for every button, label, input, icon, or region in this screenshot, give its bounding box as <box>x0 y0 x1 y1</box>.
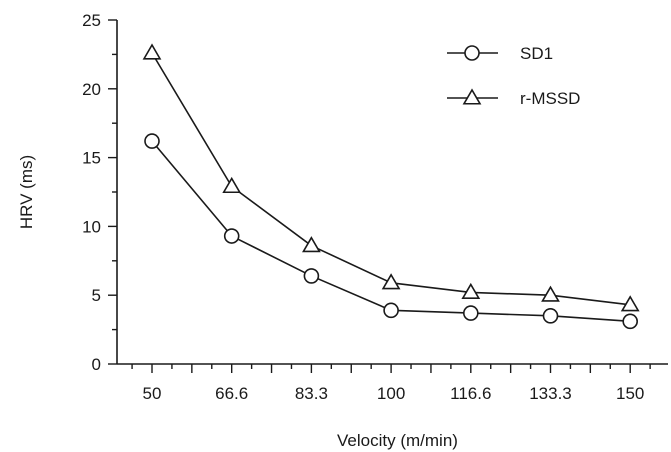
data-point-triangle <box>462 88 482 105</box>
legend: SD1 r-MSSD <box>447 44 580 108</box>
data-point-triangle <box>142 43 162 60</box>
legend-label: SD1 <box>520 44 553 63</box>
data-point-circle <box>144 133 160 149</box>
data-point-triangle <box>222 176 242 194</box>
legend-item: SD1 <box>447 44 553 63</box>
data-point-circle <box>542 308 559 324</box>
y-ticks: 0 5 10 15 20 25 <box>82 11 117 374</box>
x-tick-label: 83.3 <box>295 384 328 403</box>
x-tick-label: 66.6 <box>215 384 248 403</box>
y-tick-label: 25 <box>82 11 101 30</box>
legend-label: r-MSSD <box>520 89 580 108</box>
data-point-triangle <box>381 273 401 290</box>
data-point-triangle <box>620 295 640 312</box>
data-point-triangle <box>541 285 560 302</box>
series-triangle <box>142 43 640 312</box>
data-point-circle <box>622 313 639 330</box>
series-circle <box>144 133 639 330</box>
x-tick-label: 50 <box>143 384 162 403</box>
series-line <box>151 140 631 323</box>
x-ticks: 50 66.6 83.3 100 116.6 133.3 150 <box>131 364 651 403</box>
y-axis-title: HRV (ms) <box>17 155 36 229</box>
data-point-circle <box>383 302 399 319</box>
data-point-triangle <box>461 282 481 300</box>
data-point-circle <box>223 228 240 244</box>
legend-item: r-MSSD <box>447 88 580 108</box>
y-tick-label: 0 <box>92 355 101 374</box>
data-point-circle <box>303 268 320 284</box>
data-point-triangle <box>302 236 321 253</box>
plot-area: 0 5 10 15 20 25 50 66.6 83.3 100 116.6 133.3 150 <box>82 11 668 403</box>
x-tick-label: 100 <box>377 384 405 403</box>
y-tick-label: 20 <box>82 80 101 99</box>
y-tick-label: 5 <box>92 286 101 305</box>
series-layer <box>142 43 640 330</box>
data-point-circle <box>462 305 479 321</box>
x-tick-label: 116.6 <box>450 384 491 403</box>
y-tick-label: 10 <box>82 217 101 236</box>
y-tick-label: 15 <box>82 149 101 168</box>
x-tick-label: 133.3 <box>529 384 572 403</box>
data-point-circle <box>464 45 480 61</box>
x-tick-label: 150 <box>616 384 644 403</box>
x-axis-title: Velocity (m/min) <box>337 431 458 450</box>
